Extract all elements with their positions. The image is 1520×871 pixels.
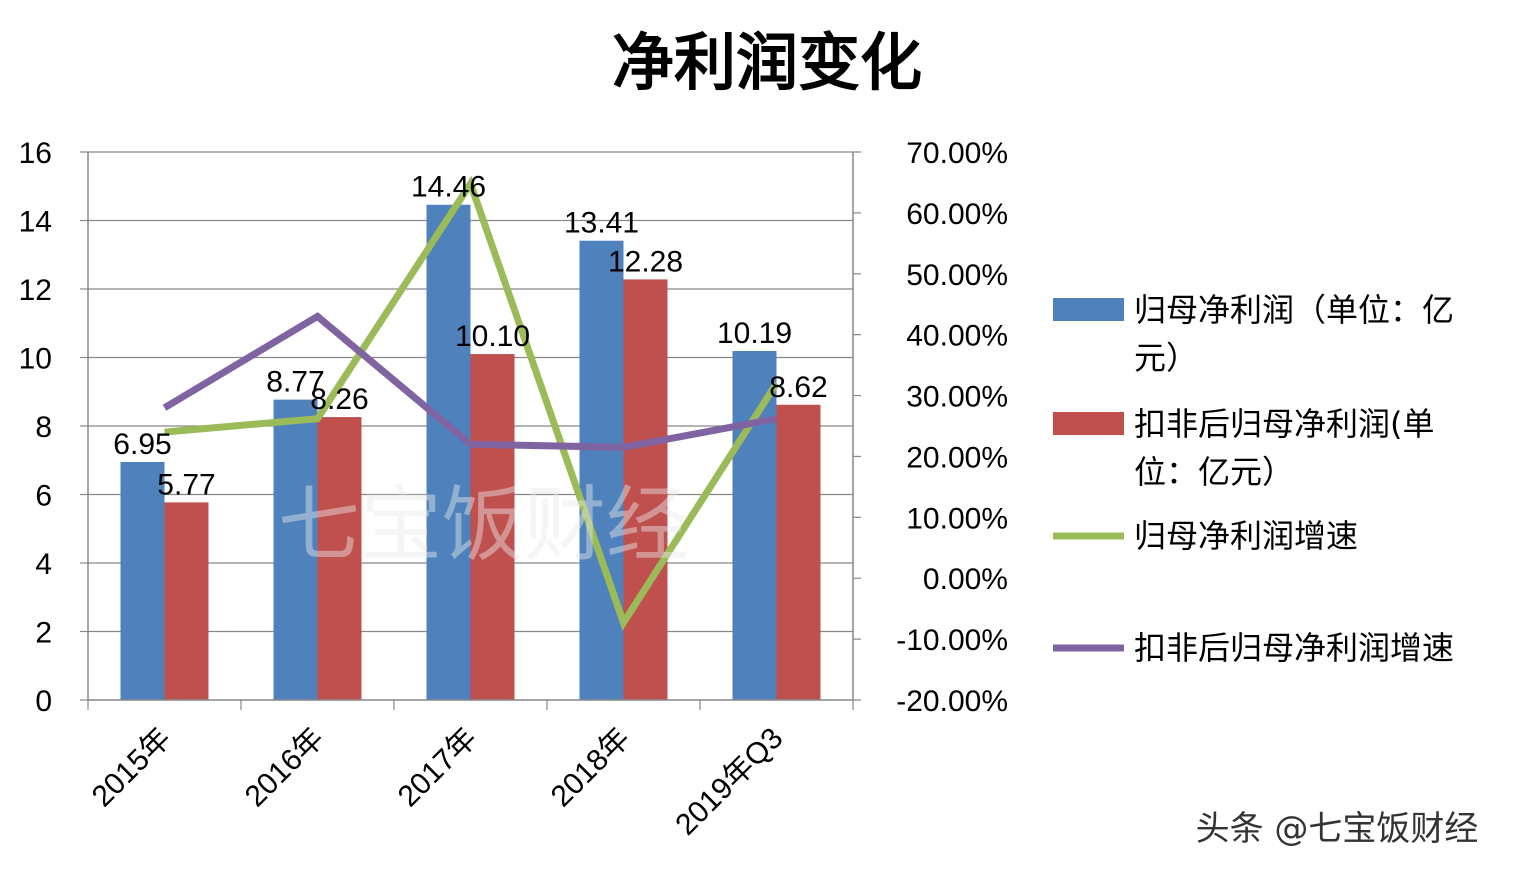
data-label: 5.77 — [157, 468, 215, 501]
watermark: 七宝饭财经 — [278, 478, 688, 573]
legend-swatch — [1053, 412, 1124, 435]
series-line — [162, 312, 778, 451]
bar — [317, 417, 362, 700]
left-axis-tick-label: 4 — [35, 548, 52, 581]
legend-label: 扣非后归母净利润增速 — [1134, 629, 1454, 667]
right-axis-tick-label: -20.00% — [896, 685, 1008, 718]
bar — [470, 354, 515, 700]
left-axis-tick-label: 8 — [35, 411, 52, 444]
right-axis-tick-label: 60.00% — [906, 198, 1008, 231]
data-label: 13.41 — [564, 207, 639, 240]
legend-label: 扣非后归母净利润(单 — [1134, 405, 1435, 443]
data-label: 14.46 — [411, 171, 486, 204]
legend-label: 位：亿元） — [1134, 453, 1294, 491]
bar — [579, 240, 624, 700]
left-axis-tick-label: 12 — [19, 274, 52, 307]
x-axis-tick-label: 2015年 — [86, 722, 178, 814]
left-axis-tick-label: 0 — [35, 685, 52, 718]
right-axis-tick-label: 20.00% — [906, 441, 1008, 474]
legend: 归母净利润（单位：亿元） 扣非后归母净利润(单位：亿元） 归母净利润增速扣非后归母净… — [1053, 291, 1454, 667]
right-axis-tick-label: 50.00% — [906, 259, 1008, 292]
x-axis-tick-label: 2019年Q3 — [669, 722, 789, 842]
left-axis-tick-label: 14 — [19, 206, 52, 239]
bar — [732, 350, 777, 700]
legend-label: 归母净利润（单位：亿 — [1134, 291, 1454, 329]
bars — [120, 204, 821, 700]
bar — [623, 279, 668, 700]
right-axis-tick-label: 10.00% — [906, 502, 1008, 535]
x-axis-tick-label: 2016年 — [239, 722, 331, 814]
series-line — [164, 175, 780, 631]
right-axis-tick-label: 30.00% — [906, 381, 1008, 414]
growth-lines — [162, 175, 780, 631]
right-axis-tick-label: -10.00% — [896, 624, 1008, 657]
bar — [164, 502, 209, 700]
x-axis-tick-label: 2018年 — [545, 722, 637, 814]
left-axis-tick-label: 16 — [19, 137, 52, 170]
right-axis-tick-label: 0.00% — [923, 563, 1008, 596]
source-caption: 头条 @七宝饭财经 — [1196, 809, 1479, 849]
data-label: 6.95 — [113, 428, 171, 461]
data-label: 8.26 — [310, 383, 368, 416]
bar — [120, 461, 165, 700]
bar — [426, 204, 471, 700]
legend-label: 归母净利润增速 — [1134, 517, 1358, 555]
right-axis-tick-label: 40.00% — [906, 320, 1008, 353]
left-axis-tick-label: 6 — [35, 480, 52, 513]
bar — [273, 399, 318, 700]
legend-label: 元） — [1134, 339, 1198, 377]
bar — [776, 404, 821, 700]
x-axis-tick-label: 2017年 — [392, 722, 484, 814]
chart-title: 净利润变化 — [612, 26, 922, 99]
left-axis-tick-label: 2 — [35, 617, 52, 650]
left-axis-tick-label: 10 — [19, 343, 52, 376]
right-axis-tick-label: 70.00% — [906, 137, 1008, 170]
legend-swatch — [1053, 298, 1124, 321]
data-label: 12.28 — [608, 245, 683, 278]
data-label: 10.19 — [717, 317, 792, 350]
data-label: 8.77 — [266, 366, 324, 399]
data-labels: 6.95 8.77 14.46 13.41 10.19 5.77 8.26 10.10 12.2… — [113, 171, 827, 502]
data-label: 8.62 — [769, 371, 827, 404]
data-label: 10.10 — [455, 320, 530, 353]
